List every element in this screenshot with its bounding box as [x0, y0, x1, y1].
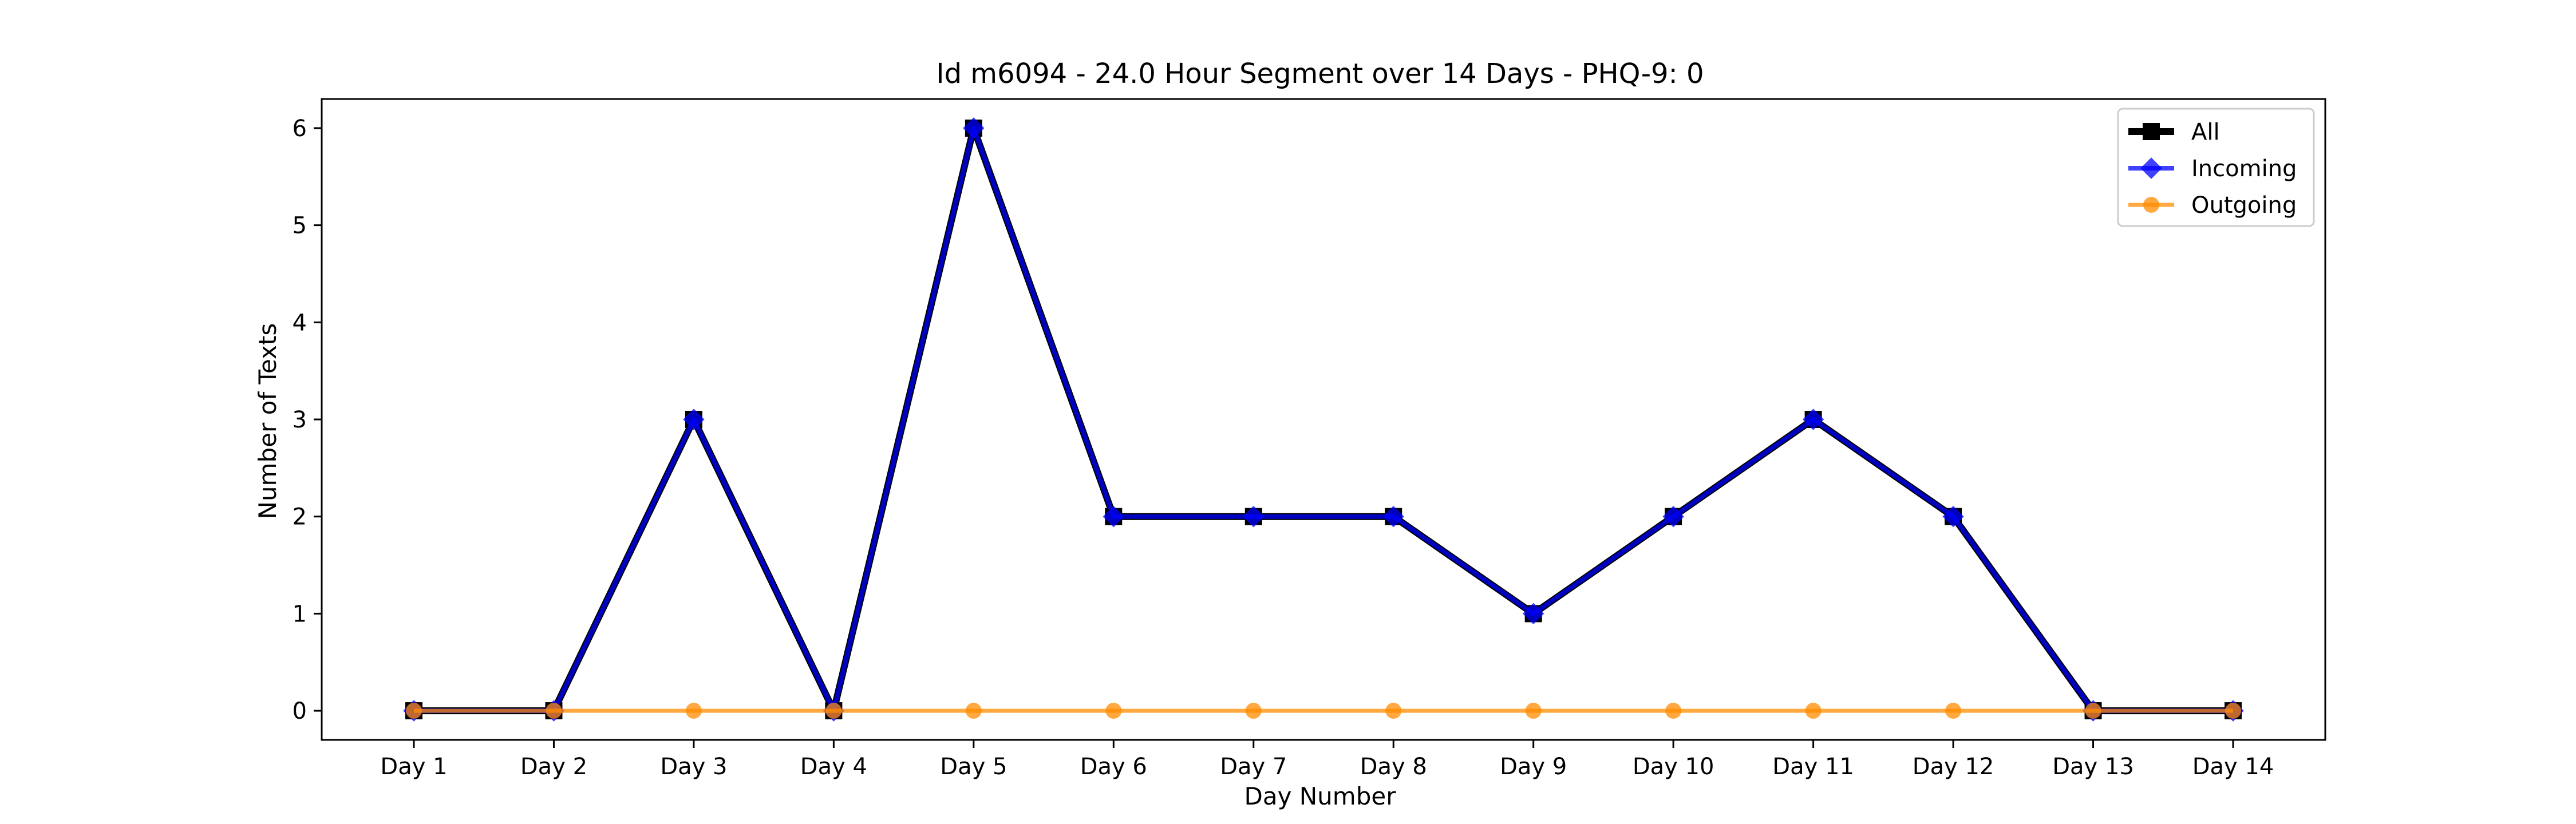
- x-tick-label: Day 9: [1500, 754, 1567, 780]
- x-tick-label: Day 4: [800, 754, 867, 780]
- data-point: [1665, 703, 1682, 719]
- y-tick-label: 6: [293, 116, 307, 142]
- data-point: [1103, 505, 1125, 528]
- x-tick-label: Day 2: [520, 754, 587, 780]
- x-tick-label: Day 5: [940, 754, 1007, 780]
- data-point: [2085, 703, 2101, 719]
- legend-marker: [2140, 157, 2162, 179]
- data-point: [1382, 505, 1404, 528]
- series-layer: [403, 117, 2244, 722]
- series-line: [414, 125, 2233, 714]
- legend-label: Outgoing: [2191, 192, 2297, 219]
- y-tick-label: 5: [293, 213, 307, 239]
- x-tick-label: Day 3: [660, 754, 727, 780]
- data-point: [1385, 703, 1402, 719]
- legend-entry-incoming: Incoming: [2128, 156, 2297, 182]
- data-point: [963, 117, 985, 139]
- data-point: [546, 703, 562, 719]
- series-outgoing: [406, 703, 2241, 719]
- y-tick-label: 0: [293, 698, 307, 724]
- data-point: [1105, 703, 1122, 719]
- x-tick-label: Day 8: [1360, 754, 1427, 780]
- y-tick-label: 4: [293, 310, 307, 336]
- data-point: [825, 703, 842, 719]
- data-point: [965, 703, 982, 719]
- data-point: [1662, 505, 1684, 528]
- legend-entry-outgoing: Outgoing: [2128, 192, 2297, 219]
- chart-title: Id m6094 - 24.0 Hour Segment over 14 Day…: [936, 58, 1704, 90]
- legend: All Incoming Outgoing: [2117, 108, 2315, 227]
- data-point: [1525, 703, 1542, 719]
- legend-entry-all: All: [2128, 119, 2220, 145]
- data-point: [1802, 409, 1824, 430]
- legend-label: All: [2191, 119, 2220, 145]
- x-tick-label: Day 12: [1913, 754, 1994, 780]
- y-axis-ticks: 0 1 2 3 4 5 6: [293, 116, 322, 724]
- data-point: [1522, 603, 1544, 625]
- x-tick-label: Day 6: [1080, 754, 1147, 780]
- x-axis-ticks: Day 1 Day 2 Day 3 Day 4 Day 5 Day 6 Day 7 Day 8…: [380, 740, 2274, 780]
- legend-marker: [2143, 197, 2159, 213]
- plot-frame: [321, 98, 2326, 741]
- x-tick-label: Day 7: [1220, 754, 1287, 780]
- x-tick-label: Day 10: [1633, 754, 1714, 780]
- data-point: [1245, 703, 1262, 719]
- data-point: [1805, 703, 1822, 719]
- data-point: [2225, 703, 2241, 719]
- y-axis-label: Number of Texts: [254, 323, 282, 520]
- data-point: [1243, 505, 1265, 528]
- data-point: [406, 703, 422, 719]
- x-tick-label: Day 11: [1772, 754, 1854, 780]
- data-point: [683, 409, 705, 430]
- x-tick-label: Day 14: [2192, 754, 2274, 780]
- y-tick-label: 3: [293, 407, 307, 433]
- data-point: [1942, 505, 1964, 528]
- legend-frame: [2117, 108, 2315, 227]
- data-point: [1945, 703, 1962, 719]
- x-tick-label: Day 13: [2052, 754, 2134, 780]
- legend-label: Incoming: [2191, 156, 2297, 182]
- data-point: [685, 703, 702, 719]
- x-tick-label: Day 1: [380, 754, 447, 780]
- x-axis-label: Day Number: [1244, 782, 1396, 810]
- y-tick-label: 1: [293, 601, 307, 627]
- legend-marker: [2143, 123, 2160, 140]
- y-tick-label: 2: [293, 504, 307, 530]
